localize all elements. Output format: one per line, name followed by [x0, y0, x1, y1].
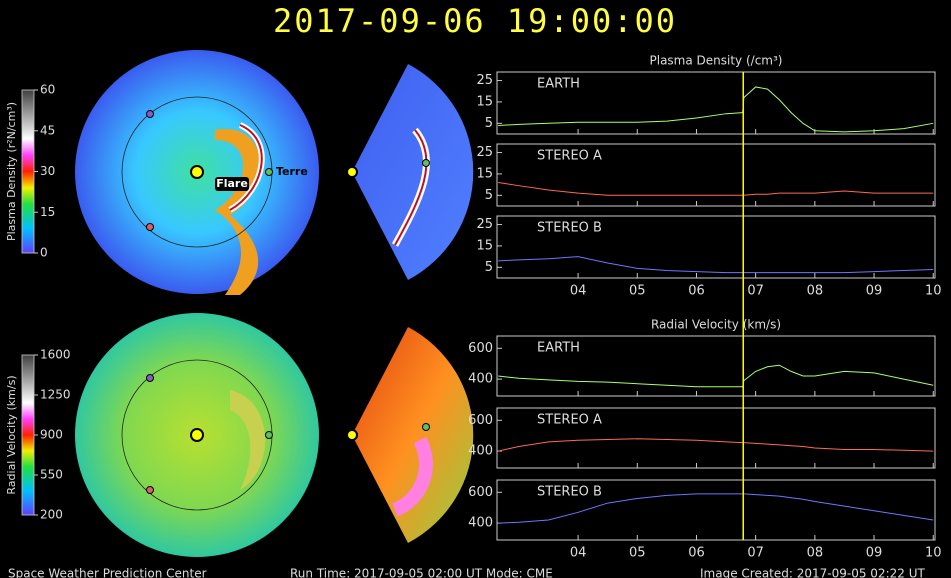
stereo-a: [146, 110, 154, 118]
y-tick-label: 400: [468, 444, 493, 459]
y-tick-label: 15: [476, 166, 493, 181]
colorbar-tick-label: 200: [40, 508, 63, 522]
y-tick-label: 600: [468, 341, 493, 356]
colorbar-tick-label: 45: [40, 123, 55, 137]
series-name: STEREO B: [537, 221, 602, 236]
x-tick-label: 09: [866, 546, 883, 561]
y-tick-label: 25: [476, 73, 493, 88]
timestamp: 2017-09-06 19:00:00: [273, 2, 677, 40]
footer-middle: Run Time: 2017-09-05 02:00 UT Mode: CME: [290, 567, 553, 578]
y-tick-label: 5: [485, 260, 493, 275]
panel: [496, 479, 936, 541]
panel-title: Radial Velocity (km/s): [651, 318, 781, 332]
x-tick-label: 09: [866, 284, 883, 299]
series-name: STEREO B: [537, 485, 602, 500]
stereo-a: [146, 374, 154, 382]
colorbar-tick-label: 1250: [40, 388, 71, 402]
earth: [265, 168, 273, 176]
footer-left: Space Weather Prediction Center: [8, 567, 207, 578]
earth: [422, 159, 430, 167]
y-tick-label: 400: [468, 372, 493, 387]
earth: [265, 431, 273, 439]
x-tick-label: 05: [629, 546, 646, 561]
colorbar-tick-label: 30: [40, 164, 55, 178]
y-tick-label: 5: [485, 188, 493, 203]
stereo-b: [146, 486, 154, 494]
x-tick-label: 05: [629, 284, 646, 299]
colorbar-label: Radial Velocity (km/s): [5, 375, 18, 494]
y-tick-label: 15: [476, 94, 493, 109]
y-tick-label: 15: [476, 238, 493, 253]
panel: [496, 335, 936, 397]
cme-front: [215, 129, 261, 295]
y-tick-label: 400: [468, 516, 493, 531]
sun: [190, 165, 204, 179]
x-tick-label: 08: [807, 546, 824, 561]
cme-core: [394, 129, 428, 246]
flare-box: [215, 177, 249, 191]
colorbar-tick-label: 550: [40, 468, 63, 482]
colorbar-tick-label: 15: [40, 205, 55, 219]
colorbar-tick-label: 0: [40, 246, 48, 260]
flare-label: Flare: [216, 177, 248, 190]
x-tick-label: 04: [570, 284, 587, 299]
sun: [346, 429, 358, 441]
y-tick-label: 25: [476, 217, 493, 232]
y-tick-label: 600: [468, 485, 493, 500]
series-name: STEREO A: [537, 413, 602, 428]
colorbar-tick-label: 900: [40, 428, 63, 442]
cme-front: [230, 390, 266, 490]
colorbar: [21, 354, 35, 516]
x-tick-label: 10: [925, 284, 942, 299]
x-tick-label: 06: [688, 546, 705, 561]
velocity-wedge: [352, 327, 474, 543]
y-tick-label: 25: [476, 145, 493, 160]
sun: [346, 166, 358, 178]
x-tick-label: 07: [747, 546, 764, 561]
density-wedge: [352, 64, 474, 280]
stereo-b: [146, 223, 154, 231]
earth: [422, 423, 430, 431]
series-name: EARTH: [537, 77, 580, 92]
y-tick-label: 600: [468, 413, 493, 428]
panel: [496, 215, 936, 279]
panel: [496, 71, 936, 135]
cme-core: [229, 124, 263, 211]
colorbar: [21, 89, 35, 254]
colorbar-label: Plasma Density (r²N/cm³): [5, 102, 18, 241]
series-name: STEREO A: [537, 149, 602, 164]
panel-title: Plasma Density (/cm³): [650, 54, 783, 68]
y-tick-label: 5: [485, 116, 493, 131]
panel: [496, 407, 936, 469]
series-name: EARTH: [537, 341, 580, 356]
x-tick-label: 06: [688, 284, 705, 299]
x-tick-label: 07: [747, 284, 764, 299]
x-tick-label: 04: [570, 546, 587, 561]
x-tick-label: 08: [807, 284, 824, 299]
colorbar-tick-label: 60: [40, 83, 55, 97]
colorbar-tick-label: 1600: [40, 348, 71, 362]
x-tick-label: 10: [925, 546, 942, 561]
sun: [190, 428, 204, 442]
earth-label: Terre: [276, 165, 308, 178]
footer-right: Image Created: 2017-09-05 02:22 UT: [700, 567, 925, 578]
cme-core: [391, 436, 433, 517]
